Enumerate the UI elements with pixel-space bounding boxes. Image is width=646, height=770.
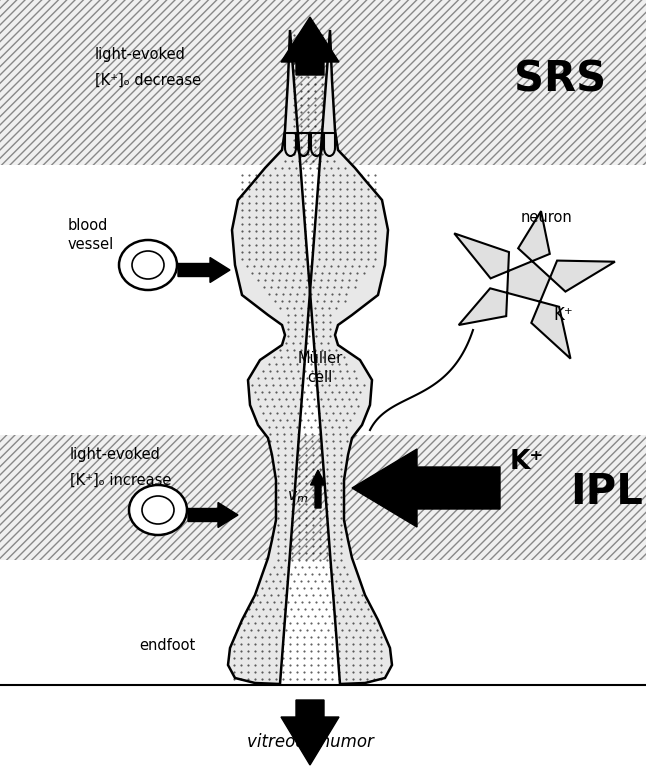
Text: m: m	[297, 494, 307, 504]
Text: K⁺: K⁺	[553, 306, 573, 324]
Text: SRS: SRS	[514, 59, 606, 101]
Text: neuron: neuron	[520, 209, 572, 225]
Ellipse shape	[129, 485, 187, 535]
Text: [K⁺]ₒ decrease: [K⁺]ₒ decrease	[95, 72, 201, 88]
FancyArrow shape	[178, 257, 230, 283]
Text: v: v	[287, 487, 297, 503]
Polygon shape	[454, 211, 615, 359]
Text: IPL: IPL	[570, 471, 643, 513]
Text: blood
vessel: blood vessel	[68, 218, 114, 253]
FancyArrow shape	[311, 470, 326, 508]
Text: vitreous humor: vitreous humor	[247, 733, 373, 751]
FancyArrow shape	[352, 449, 500, 527]
Ellipse shape	[142, 496, 174, 524]
FancyArrow shape	[281, 700, 339, 765]
Polygon shape	[228, 30, 392, 684]
Ellipse shape	[119, 240, 177, 290]
Bar	[0, 435, 646, 560]
Text: Müller
cell: Müller cell	[297, 350, 342, 386]
Text: K⁺: K⁺	[510, 449, 544, 475]
Ellipse shape	[132, 251, 164, 279]
FancyArrow shape	[188, 503, 238, 527]
Text: endfoot: endfoot	[139, 638, 195, 652]
Bar	[0, 0, 646, 165]
FancyArrow shape	[281, 17, 339, 75]
Text: light-evoked: light-evoked	[95, 48, 186, 62]
Text: light-evoked: light-evoked	[70, 447, 161, 463]
Text: [K⁺]ₒ increase: [K⁺]ₒ increase	[70, 473, 171, 487]
